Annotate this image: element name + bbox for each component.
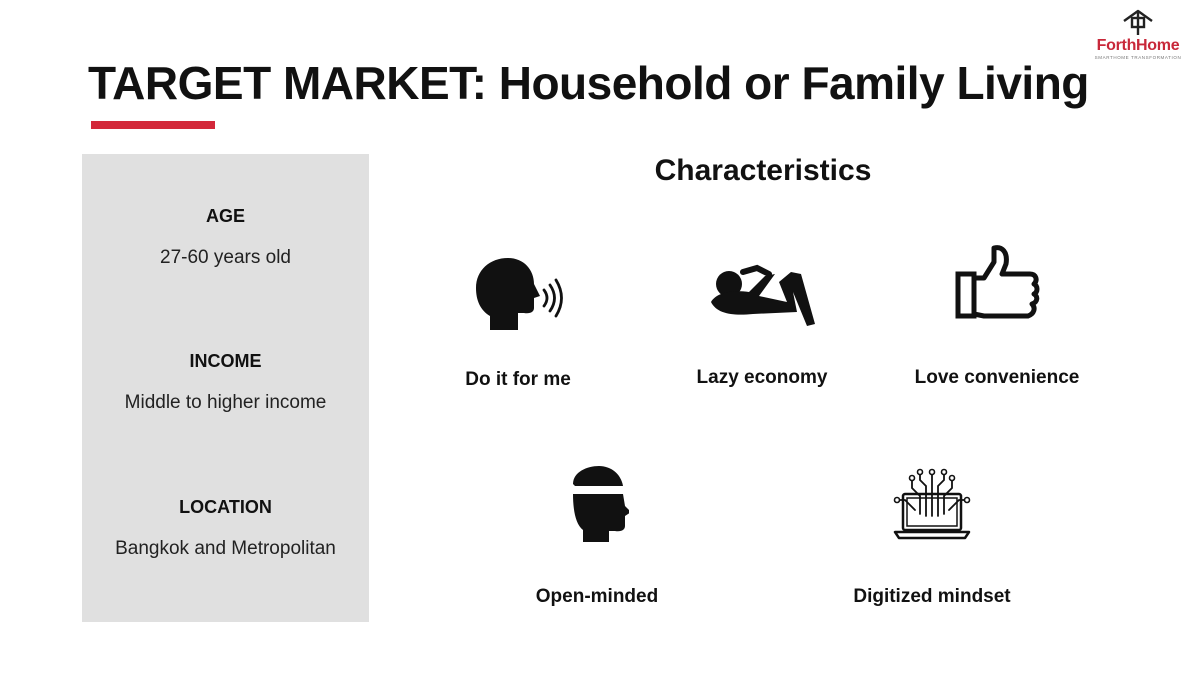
info-item-income: INCOME Middle to higher income (82, 351, 369, 414)
info-label: INCOME (189, 351, 262, 371)
brand-logo: ForthHome SMARTHOME TRANSFORMATION (1086, 8, 1190, 64)
info-label: AGE (205, 206, 245, 226)
thumbs-up-icon (955, 245, 1040, 319)
open-head-icon (573, 466, 629, 542)
char-item-do-it-for-me: Do it for me (418, 250, 618, 400)
info-value: Middle to higher income (124, 392, 327, 413)
info-value: 27-60 years old (160, 247, 291, 268)
char-label: Lazy economy (696, 367, 828, 388)
reclining-person-icon (711, 264, 815, 326)
info-item-age: AGE 27-60 years old (82, 206, 369, 269)
house-icon (1123, 9, 1153, 35)
logo-name: ForthHome (1096, 37, 1180, 54)
char-label: Open-minded (535, 586, 659, 607)
char-label: Do it for me (465, 369, 571, 390)
info-panel: AGE 27-60 years old INCOME Middle to hig… (82, 154, 369, 622)
char-item-love-convenience: Love convenience (897, 244, 1097, 404)
title-underline (91, 121, 215, 129)
char-label: Love convenience (914, 367, 1080, 388)
laptop-circuit-icon (893, 468, 971, 540)
info-label: LOCATION (179, 497, 272, 517)
logo-tagline: SMARTHOME TRANSFORMATION (1094, 55, 1182, 60)
speaking-head-icon (476, 258, 563, 330)
characteristics-heading: Characteristics (654, 154, 872, 187)
info-value: Bangkok and Metropolitan (115, 538, 336, 559)
char-item-lazy-economy: Lazy economy (662, 262, 862, 402)
char-label: Digitized mindset (853, 586, 1011, 607)
slide-title: TARGET MARKET: Household or Family Livin… (88, 57, 1089, 109)
char-item-digitized-mindset: Digitized mindset (832, 466, 1032, 616)
char-item-open-minded: Open-minded (497, 464, 697, 614)
info-item-location: LOCATION Bangkok and Metropolitan (82, 497, 369, 560)
